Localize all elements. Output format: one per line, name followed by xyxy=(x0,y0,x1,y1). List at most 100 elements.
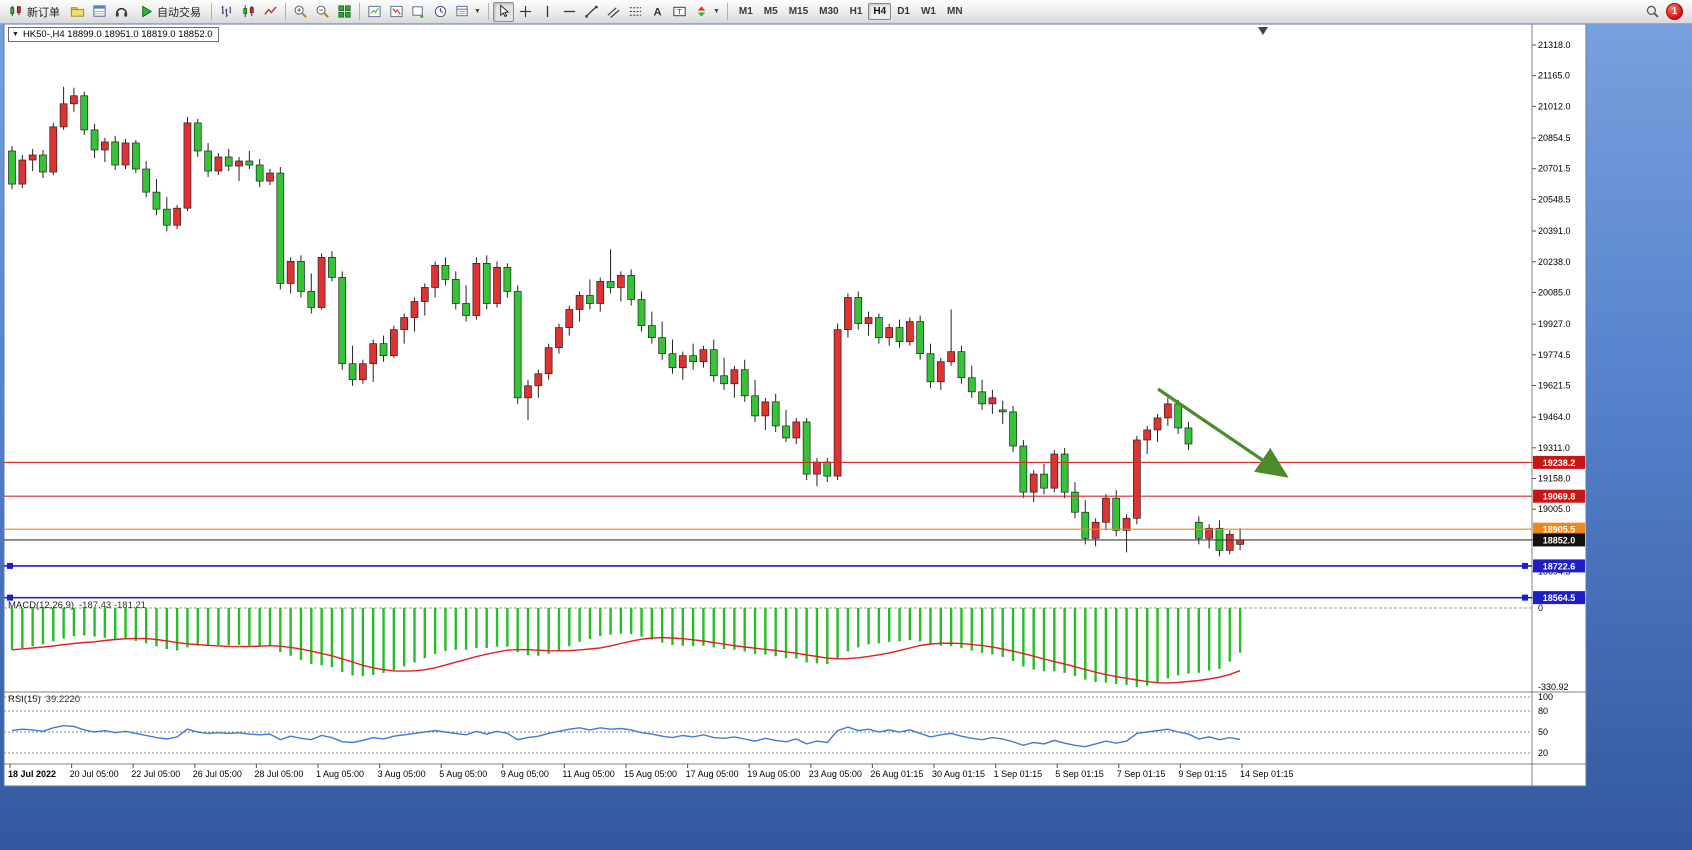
timeframe-h4[interactable]: H4 xyxy=(868,3,892,20)
zoom-in-icon xyxy=(294,5,307,18)
svg-text:18722.6: 18722.6 xyxy=(1543,561,1576,571)
bar-chart-icon xyxy=(221,5,231,18)
support-button[interactable] xyxy=(111,2,132,22)
notification-badge[interactable]: 1 xyxy=(1666,3,1683,20)
candlestick-chart-button[interactable] xyxy=(238,2,259,22)
fibonacci-tool-button[interactable] xyxy=(625,2,646,22)
svg-text:19927.0: 19927.0 xyxy=(1538,319,1571,329)
horizontal-line-tool-button[interactable] xyxy=(559,2,580,22)
search-button[interactable] xyxy=(1642,2,1663,22)
bar-chart-button[interactable] xyxy=(216,2,237,22)
svg-text:7 Sep 01:15: 7 Sep 01:15 xyxy=(1117,769,1166,779)
auto-trading-button[interactable]: 自动交易 xyxy=(133,2,207,22)
arrows-tool-button[interactable]: ▼ xyxy=(691,2,723,22)
svg-text:17 Aug 05:00: 17 Aug 05:00 xyxy=(686,769,739,779)
crosshair-tool-button[interactable] xyxy=(515,2,536,22)
price-badge xyxy=(1533,489,1585,503)
svg-text:21012.0: 21012.0 xyxy=(1538,101,1571,111)
one-click-trading-icon[interactable]: ▼ xyxy=(12,31,19,38)
macd-signal-line xyxy=(11,636,1241,684)
svg-text:14 Sep 01:15: 14 Sep 01:15 xyxy=(1240,769,1294,779)
templates-button[interactable]: ▼ xyxy=(452,2,484,22)
toolbar-separator xyxy=(359,3,360,20)
auto-scroll-button[interactable] xyxy=(364,2,385,22)
timeframe-m1[interactable]: M1 xyxy=(738,6,753,17)
price-badge xyxy=(1533,533,1585,547)
tile-windows-button[interactable] xyxy=(334,2,355,22)
trendline-icon xyxy=(585,5,598,18)
channel-tool-button[interactable] xyxy=(603,2,624,22)
candlestick-chart-icon xyxy=(243,5,254,18)
svg-text:20 Jul 05:00: 20 Jul 05:00 xyxy=(70,769,119,779)
timeframe-m30[interactable]: M30 xyxy=(819,6,839,17)
vertical-line-icon xyxy=(546,5,549,18)
dropdown-caret-icon: ▼ xyxy=(712,8,720,15)
svg-text:19464.0: 19464.0 xyxy=(1538,412,1571,422)
vertical-line-tool-button[interactable] xyxy=(537,2,558,22)
new-chart-button[interactable] xyxy=(408,2,429,22)
auto-trading-play-icon xyxy=(142,5,153,18)
line-handle[interactable] xyxy=(1522,594,1528,601)
rsi-name: RSI(15) xyxy=(8,694,41,705)
zoom-in-button[interactable] xyxy=(290,2,311,22)
zoom-out-icon xyxy=(316,5,329,18)
svg-text:15 Aug 05:00: 15 Aug 05:00 xyxy=(624,769,677,779)
svg-text:22 Jul 05:00: 22 Jul 05:00 xyxy=(131,769,180,779)
svg-text:18852.0: 18852.0 xyxy=(1543,535,1576,545)
dropdown-caret-icon: ▼ xyxy=(474,8,481,15)
svg-text:21165.0: 21165.0 xyxy=(1538,71,1570,81)
svg-text:19774.5: 19774.5 xyxy=(1538,350,1571,360)
svg-text:1 Sep 01:15: 1 Sep 01:15 xyxy=(994,769,1043,779)
line-chart-button[interactable] xyxy=(260,2,281,22)
timeframe-h1[interactable]: H1 xyxy=(849,6,863,17)
chart-title-ohlc: HK50-,H4 18899.0 18951.0 18819.0 18852.0 xyxy=(22,29,213,40)
svg-text:19311.0: 19311.0 xyxy=(1538,443,1570,453)
svg-text:28 Jul 05:00: 28 Jul 05:00 xyxy=(254,769,303,779)
svg-text:20701.5: 20701.5 xyxy=(1538,164,1571,174)
line-handle[interactable] xyxy=(1522,562,1528,569)
svg-text:5 Aug 05:00: 5 Aug 05:00 xyxy=(439,769,487,779)
svg-text:30 Aug 01:15: 30 Aug 01:15 xyxy=(932,769,985,779)
trendline-tool-button[interactable] xyxy=(581,2,602,22)
templates-icon xyxy=(456,5,468,17)
svg-text:20238.0: 20238.0 xyxy=(1538,257,1571,267)
period-clock-button[interactable] xyxy=(430,2,451,22)
svg-text:18564.5: 18564.5 xyxy=(1543,593,1576,603)
line-handle[interactable] xyxy=(7,594,13,601)
timeframe-mn[interactable]: MN xyxy=(946,6,963,17)
new-order-icon xyxy=(10,5,21,17)
chart-shift-button[interactable] xyxy=(386,2,407,22)
timeframe-m15[interactable]: M15 xyxy=(788,6,809,17)
svg-text:0: 0 xyxy=(1538,603,1543,613)
svg-text:A: A xyxy=(653,7,661,19)
svg-text:26 Aug 01:15: 26 Aug 01:15 xyxy=(870,769,923,779)
new-order-button[interactable]: 新订单 xyxy=(3,2,66,22)
cursor-tool-button[interactable] xyxy=(492,1,514,22)
svg-text:19 Aug 05:00: 19 Aug 05:00 xyxy=(747,769,800,779)
chart-shift-marker[interactable] xyxy=(1258,27,1268,35)
new-order-label: 新订单 xyxy=(27,6,60,19)
trend-arrow-annotation[interactable] xyxy=(1157,387,1289,478)
svg-text:18905.5: 18905.5 xyxy=(1543,525,1576,535)
chart-shift-icon xyxy=(390,5,403,18)
chart-title-box[interactable]: ▼ HK50-,H4 18899.0 18951.0 18819.0 18852… xyxy=(8,27,219,42)
toolbar-separator xyxy=(285,3,286,20)
toolbar-separator xyxy=(726,3,728,20)
svg-text:100: 100 xyxy=(1538,692,1553,702)
candlestick-series[interactable] xyxy=(8,86,1244,557)
data-window-button[interactable] xyxy=(89,2,110,22)
svg-text:50: 50 xyxy=(1538,727,1548,737)
zoom-out-button[interactable] xyxy=(312,2,333,22)
text-label-icon: T xyxy=(673,6,686,17)
text-tool-button[interactable]: A xyxy=(647,2,668,22)
line-handle[interactable] xyxy=(7,562,13,569)
svg-text:80: 80 xyxy=(1538,706,1548,716)
text-label-tool-button[interactable]: T xyxy=(669,2,690,22)
rsi-value: 39.2220 xyxy=(45,694,81,705)
timeframe-m5[interactable]: M5 xyxy=(763,6,778,17)
timeframe-w1[interactable]: W1 xyxy=(920,6,936,17)
time-axis: 18 Jul 2022 20 Jul 05:00 22 Jul 05:00 26 Ju… xyxy=(8,764,1294,779)
timeframe-d1[interactable]: D1 xyxy=(897,6,910,17)
profiles-button[interactable] xyxy=(67,2,88,22)
